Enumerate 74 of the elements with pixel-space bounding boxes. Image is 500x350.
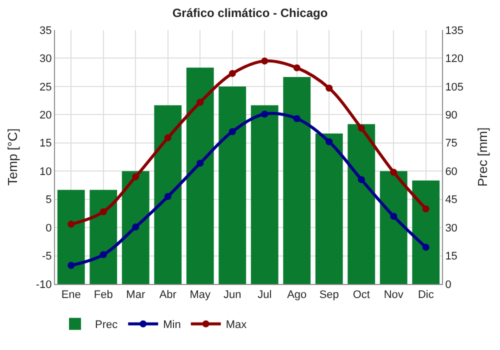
bar [315,133,343,284]
point [132,173,140,180]
bar [348,124,376,284]
point [422,205,430,212]
x-tick-label: Nov [384,289,404,302]
point [358,176,365,184]
bar [57,190,85,284]
point [132,223,140,230]
y-tick-label: 0 [46,222,52,234]
bar [122,171,150,284]
x-tick-label: Jun [224,289,242,302]
point [422,244,430,251]
legend-label: Max [226,319,248,332]
bar [380,171,408,284]
y2-tick-label: 60 [445,166,458,178]
y-tick-label: 25 [40,81,52,94]
point [390,168,398,176]
bar [154,105,182,284]
point [390,212,398,220]
point [164,193,172,200]
legend-label: Prec [95,319,118,332]
x-tick-label: Ago [287,289,307,302]
bar [90,190,118,284]
y-tick-label: 30 [40,53,52,66]
bar [250,105,278,284]
x-tick-label: Abr [159,289,177,302]
x-tick-label: Mar [126,289,146,302]
y-tick-label: -5 [42,250,52,263]
y-axis-title: Temp [°C] [4,128,20,186]
x-tick-label: Oct [352,289,370,302]
y2-tick-label: 0 [445,278,452,291]
y-tick-label: 5 [46,194,52,206]
y-tick-label: -10 [36,278,52,291]
y2-tick-label: 75 [445,138,458,150]
x-tick-label: Jul [258,289,272,302]
y-tick-label: 20 [40,110,52,122]
point [100,251,107,258]
point [261,110,268,118]
x-tick-label: Dic [418,289,434,302]
y2-tick-label: 15 [445,250,458,263]
x-tick-label: Ene [61,289,81,302]
bar [283,77,311,284]
y-tick-label: 35 [40,24,52,37]
y2-tick-label: 120 [445,53,464,66]
point [68,220,75,228]
x-tick-label: Sep [319,289,339,302]
y2-tick-label: 105 [445,81,464,94]
y2-tick-label: 135 [445,24,464,37]
point [326,138,333,146]
y2-tick-label: 30 [445,222,458,234]
y2-tick-label: 90 [445,110,458,122]
y-tick-label: 15 [40,138,52,150]
chart-title: Gráfico climático - Chicago [172,6,328,20]
x-tick-label: Feb [94,289,113,302]
legend-label: Min [163,319,181,332]
point [228,70,236,77]
point [293,115,300,122]
point [68,262,75,269]
point [164,134,172,142]
point [100,208,107,216]
point [196,160,204,167]
point [261,58,268,65]
bar [412,180,440,284]
bar [218,86,246,284]
bar [186,68,214,284]
x-tick-label: May [190,289,212,302]
y2-axis-title: Prec [mm] [475,127,490,187]
y-tick-label: 10 [40,166,52,178]
point [228,128,236,136]
point [326,84,333,92]
point [293,64,300,72]
y2-tick-label: 45 [445,194,458,206]
point [196,98,204,106]
point [358,124,365,132]
